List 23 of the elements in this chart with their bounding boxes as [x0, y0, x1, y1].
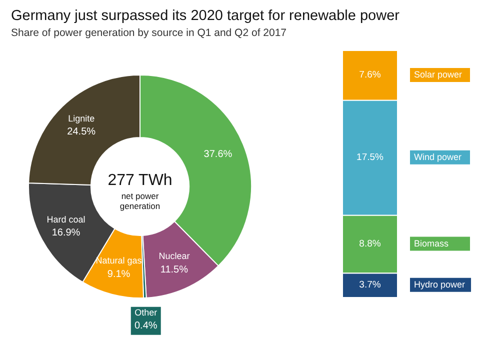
- data-label: 3.7%: [359, 279, 382, 290]
- data-label: 37.6%: [204, 149, 232, 160]
- data-label: 16.9%: [52, 228, 80, 239]
- text: 277 TWh: [108, 172, 172, 189]
- data-label: 24.5%: [67, 126, 96, 138]
- chart-subtitle: Share of power generation by source in Q1 and Q2 of 2017: [11, 27, 287, 39]
- data-label: 9.1%: [107, 268, 130, 280]
- slice-label: Natural gas: [96, 256, 142, 266]
- data-label: 0.4%: [134, 320, 158, 332]
- data-label: 7.6%: [359, 70, 382, 81]
- data-label: 17.5%: [356, 152, 384, 164]
- series-label: Biomass: [414, 238, 450, 248]
- data-label: 8.8%: [359, 238, 382, 250]
- text: net power generation: [120, 190, 160, 211]
- slice-label: Other: [134, 307, 158, 318]
- series-label: Solar power: [414, 69, 462, 80]
- data-label: 11.5%: [160, 264, 188, 276]
- series-label: Wind power: [414, 152, 462, 162]
- slice-label: Hard coal: [46, 214, 86, 224]
- chart-title: Germany just surpassed its 2020 target for renewable power: [11, 8, 400, 24]
- slice-label: Lignite: [68, 113, 95, 124]
- slice-label: Nuclear: [158, 251, 190, 262]
- series-label: Hydro power: [414, 279, 466, 290]
